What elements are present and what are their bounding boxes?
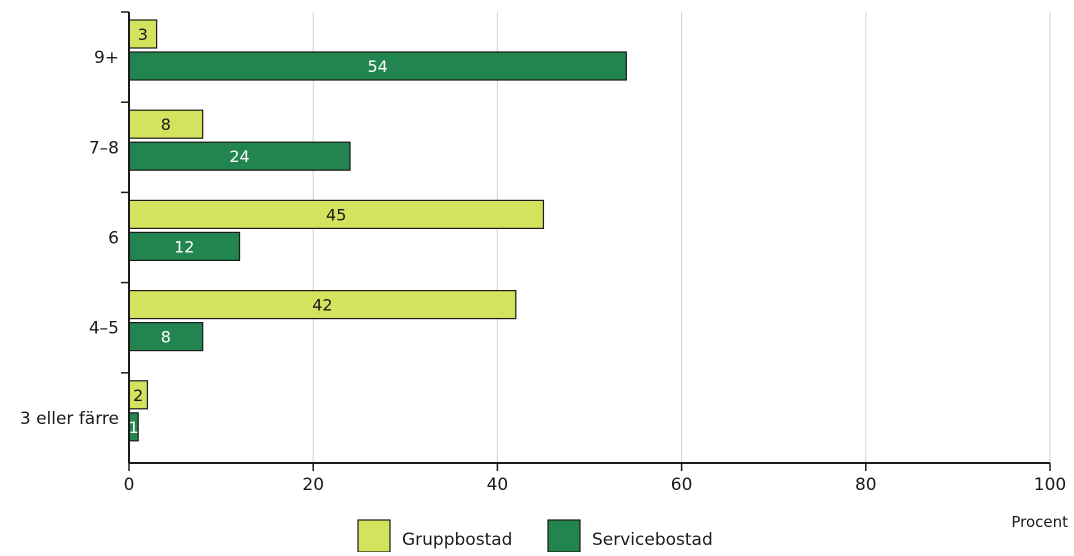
legend-swatch-gruppbostad (357, 519, 391, 553)
legend: Gruppbostad Servicebostad (357, 519, 713, 553)
category-labels: 9+ 7–8 6 4–5 3 eller färre (20, 11, 129, 429)
legend-label: Gruppbostad (402, 530, 512, 550)
bar-servicebostad (128, 141, 351, 171)
x-ticks: 0 20 40 60 80 100 (124, 463, 1066, 495)
legend-label: Servicebostad (592, 530, 713, 550)
bar-gruppbostad (128, 19, 158, 49)
x-tick-label: 80 (855, 475, 877, 495)
bar-value-label: 54 (367, 57, 387, 76)
bar-value-label: 24 (229, 147, 249, 166)
x-tick-label: 20 (302, 475, 324, 495)
bar-value-label: 8 (161, 115, 171, 134)
category-label: 4–5 (89, 319, 119, 339)
bar-value-label: 12 (174, 237, 194, 256)
bar-value-label: 1 (129, 418, 139, 437)
axes (128, 12, 1050, 464)
grid-lines (312, 12, 1051, 463)
bar-value-label: 3 (138, 25, 148, 44)
x-axis-label: Procent (1011, 513, 1068, 531)
bar-gruppbostad (128, 199, 545, 229)
bars: 3 54 8 24 45 12 42 8 2 1 (128, 19, 627, 442)
x-tick-label: 40 (487, 475, 509, 495)
category-label: 6 (108, 229, 119, 249)
bar-value-label: 2 (133, 386, 143, 405)
bar-value-label: 45 (326, 205, 346, 224)
x-tick-label: 100 (1034, 475, 1066, 495)
bar-gruppbostad (128, 290, 517, 320)
bar-value-label: 8 (161, 328, 171, 347)
category-label: 3 eller färre (20, 409, 119, 429)
category-label: 9+ (94, 48, 119, 68)
x-tick-label: 0 (124, 475, 135, 495)
x-tick-label: 60 (671, 475, 693, 495)
bar-servicebostad (128, 231, 241, 261)
bar-gruppbostad (128, 109, 204, 139)
bar-servicebostad (128, 322, 204, 352)
bar-value-label: 42 (312, 296, 332, 315)
legend-swatch-servicebostad (547, 519, 581, 553)
category-label: 7–8 (89, 138, 119, 158)
